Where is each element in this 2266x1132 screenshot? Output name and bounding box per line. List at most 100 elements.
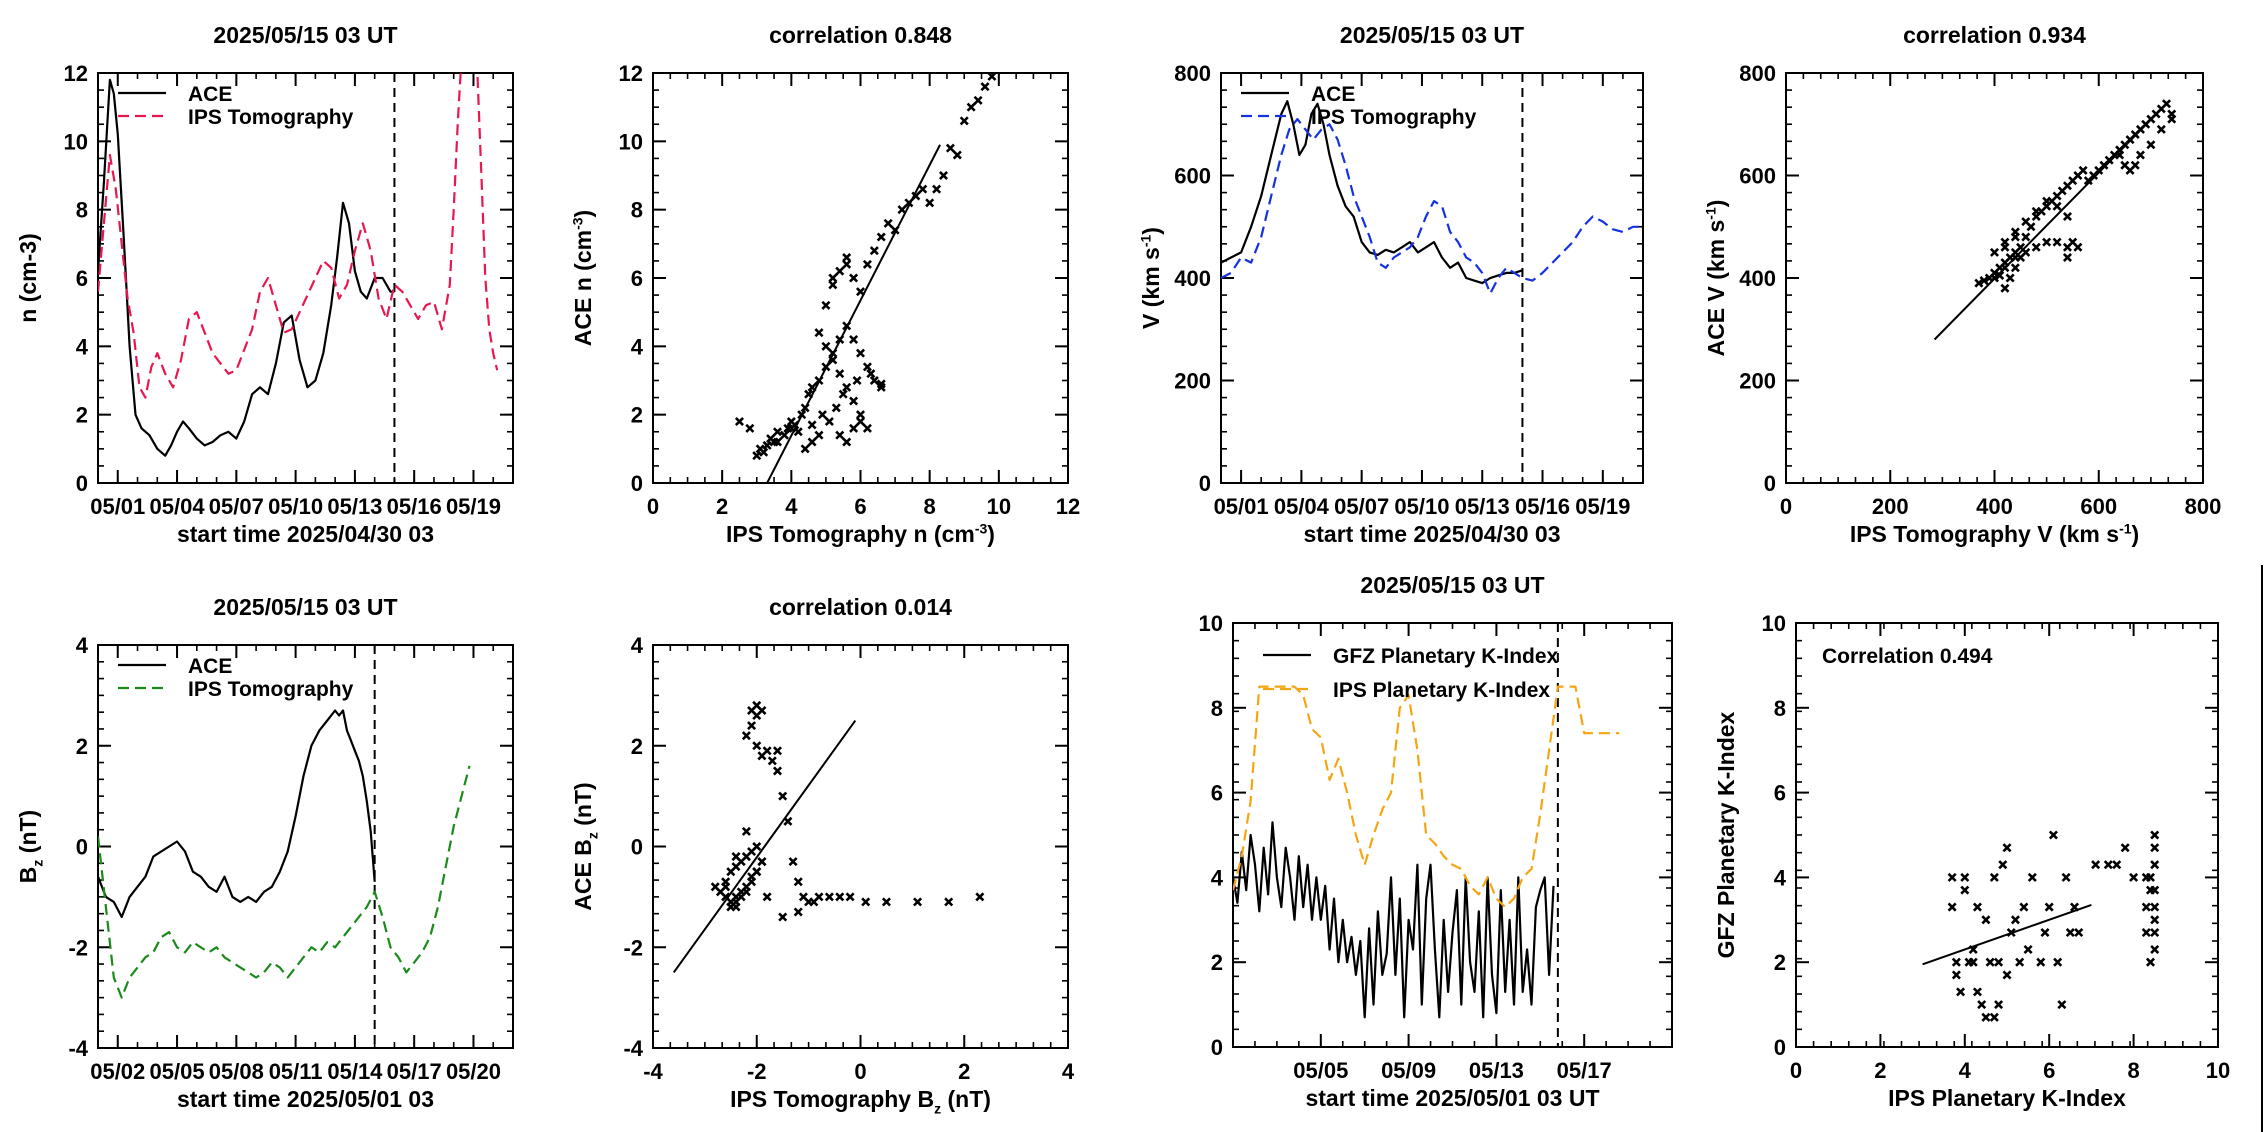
chart-title: 2025/05/15 03 UT	[213, 22, 397, 48]
data-point	[918, 184, 928, 194]
data-point	[2150, 885, 2160, 895]
data-point	[842, 252, 852, 263]
data-point	[759, 447, 769, 457]
x-tick-label: 05/10	[1394, 494, 1449, 519]
data-point	[747, 877, 757, 887]
data-point	[807, 420, 817, 430]
data-point	[793, 427, 803, 437]
x-tick-label: -2	[747, 1059, 767, 1084]
data-point	[2135, 150, 2145, 160]
data-point	[2010, 263, 2020, 273]
y-tick-label: 0	[76, 835, 88, 860]
data-point	[2000, 263, 2010, 273]
series-line-2	[1221, 118, 1643, 295]
y-axis-label-script: z	[584, 832, 600, 839]
data-point	[2150, 843, 2160, 853]
data-point	[734, 416, 744, 427]
data-point	[741, 826, 751, 836]
y-tick-label: 2	[631, 734, 643, 759]
data-point	[966, 102, 976, 112]
data-point	[835, 892, 845, 902]
data-point	[2010, 232, 2020, 242]
x-tick-label: 05/19	[1575, 494, 1630, 519]
data-point	[2103, 860, 2113, 870]
data-point	[849, 334, 859, 345]
data-point	[752, 867, 762, 877]
legend-label-1: GFZ Planetary K-Index	[1333, 645, 1559, 668]
data-point	[831, 403, 841, 413]
data-point	[2040, 928, 2050, 938]
data-point	[2141, 872, 2151, 882]
data-point	[814, 375, 824, 386]
plot-area	[672, 700, 985, 974]
x-tick-label: 05/09	[1381, 1058, 1436, 1083]
chart-panel-6: -4 -2 0 2 4 -4 -2 0 2 4 correlation 0.014 IPS Tomog…	[570, 594, 1075, 1116]
data-point	[2150, 830, 2160, 840]
data-point	[1951, 957, 1961, 967]
x-tick-label: 8	[2127, 1058, 2139, 1083]
x-tick-label: 05/17	[387, 1059, 442, 1084]
y-axis-label: ACE n (cm-3)	[569, 210, 596, 346]
data-point	[824, 416, 834, 427]
x-tick-label: 05/04	[150, 494, 206, 519]
y-axis-label-script: z	[29, 860, 45, 867]
x-axis-label-script: -3	[975, 520, 988, 536]
data-point	[838, 389, 848, 399]
x-axis-label-part: IPS Tomography B	[730, 1086, 934, 1112]
y-tick-label: 4	[631, 334, 644, 359]
plot-area	[734, 73, 997, 483]
data-point	[2073, 242, 2083, 252]
data-point	[2000, 283, 2010, 293]
data-point	[2070, 902, 2080, 912]
y-tick-label: 4	[76, 633, 89, 658]
data-point	[747, 721, 757, 731]
y-tick-label: 10	[619, 129, 643, 154]
data-point	[2002, 843, 2012, 853]
data-point	[1956, 987, 1966, 997]
y-tick-label: 12	[64, 61, 88, 86]
y-tick-label: 200	[1739, 369, 1776, 394]
x-axis-label: start time 2025/05/01 03	[177, 1086, 434, 1112]
legend-label-1: ACE	[188, 83, 232, 106]
data-point	[828, 348, 838, 358]
data-point	[2150, 860, 2160, 870]
x-tick-label: 05/05	[1293, 1058, 1348, 1083]
x-tick-label: 05/16	[1515, 494, 1570, 519]
data-point	[835, 266, 845, 276]
data-point	[783, 816, 793, 826]
data-point	[849, 423, 859, 433]
data-point	[852, 375, 862, 386]
x-tick-label: 0	[647, 494, 659, 519]
data-point	[741, 887, 751, 897]
x-tick-label: 05/13	[1469, 1058, 1524, 1083]
x-axis-label: IPS Planetary K-Index	[1888, 1085, 2126, 1111]
y-axis-label-part: ACE B	[570, 839, 596, 911]
data-point	[849, 396, 859, 406]
data-point	[828, 355, 838, 365]
data-point	[911, 191, 921, 201]
data-point	[1998, 860, 2008, 870]
plot-frame	[1220, 72, 1644, 484]
data-point	[849, 273, 859, 283]
correlation-annotation: Correlation 0.494	[1822, 645, 1993, 668]
data-point	[2021, 232, 2031, 242]
x-axis-label-script: z	[934, 1100, 941, 1116]
x-axis-label-part: IPS Tomography n (cm	[726, 521, 975, 547]
x-tick-label: -4	[643, 1059, 663, 1084]
y-axis-label: Bz (nT)	[15, 810, 45, 883]
chart-panel-3: 05/01 05/04 05/07 05/10 05/13 05/16 05/19 0 200 4…	[1137, 22, 1644, 547]
data-point	[1960, 872, 1970, 882]
y-tick-label: 600	[1739, 164, 1776, 189]
x-tick-label: 05/01	[90, 494, 145, 519]
y-tick-label: 400	[1174, 266, 1211, 291]
y-axis-label-part: )	[570, 210, 596, 218]
data-point	[925, 198, 935, 208]
legend-label-1: ACE	[188, 655, 232, 678]
y-tick-label: 2	[1211, 950, 1223, 975]
data-point	[2150, 915, 2160, 925]
data-point	[2044, 902, 2054, 912]
plot-area	[98, 645, 471, 1048]
data-point	[1947, 902, 1957, 912]
data-point	[897, 205, 907, 215]
data-point	[866, 369, 876, 379]
